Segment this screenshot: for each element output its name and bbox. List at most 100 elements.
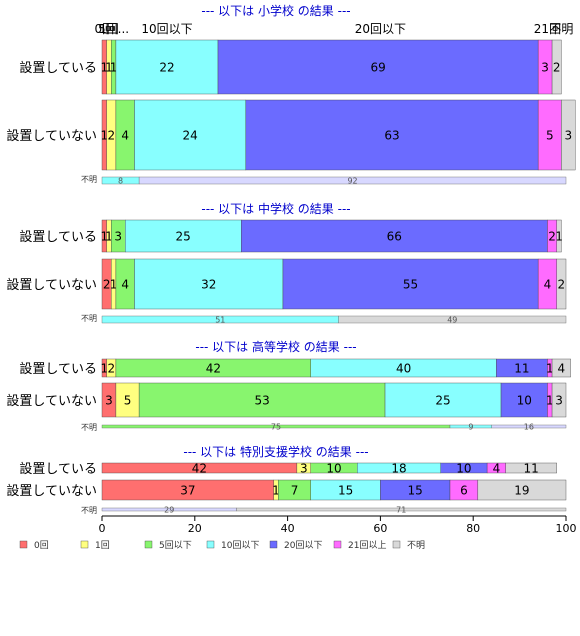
- header-category-label: 1回: [99, 22, 119, 36]
- unknown-row-label: 不明: [81, 314, 97, 323]
- bar-value-label: 10: [326, 462, 341, 476]
- bar-value-label: 42: [192, 462, 207, 476]
- bar-segment: [124, 219, 242, 253]
- legend-swatch: [206, 540, 215, 549]
- bar-segment: [134, 99, 247, 171]
- bar-segment: [240, 219, 548, 253]
- bar-value-label: 4: [121, 129, 129, 143]
- unknown-row-label: 不明: [81, 506, 97, 515]
- unknown-row-label: 不明: [81, 423, 97, 432]
- row-label: 設置していない: [6, 128, 97, 144]
- legend-label: 10回以下: [221, 540, 259, 551]
- bar-value-label: 5: [546, 129, 554, 143]
- bar-segment: [134, 258, 284, 310]
- bar-segment: [556, 219, 562, 253]
- header-category-label: 5回...: [98, 22, 129, 36]
- bar-value-label: 3: [300, 462, 308, 476]
- x-tick-label: 100: [556, 522, 577, 535]
- bar-value-label: 2: [103, 278, 111, 292]
- bar-value-label: 66: [387, 230, 402, 244]
- bar-value-label: 3: [541, 61, 549, 75]
- legend-label: 0回: [34, 540, 49, 551]
- bar-value-label: 10: [456, 462, 471, 476]
- header-category-label: 20回以下: [355, 22, 406, 36]
- bar-value-label: 6: [460, 484, 468, 498]
- unknown-bar-value-label: 16: [524, 423, 534, 432]
- bar-segment: [115, 39, 219, 95]
- bar-value-label: 55: [403, 278, 418, 292]
- bar-segment: [551, 39, 562, 95]
- unknown-bar-value-label: 71: [396, 506, 406, 515]
- row-label: 設置している: [19, 229, 97, 245]
- row-label: 設置していない: [6, 483, 97, 499]
- section-title: --- 以下は 高等学校 の結果 ---: [195, 339, 356, 354]
- bar-value-label: 4: [493, 462, 501, 476]
- bar-value-label: 1: [110, 278, 118, 292]
- unknown-bar-value-label: 8: [118, 177, 123, 186]
- bar-value-label: 1: [546, 394, 554, 408]
- legend-swatch: [333, 540, 342, 549]
- row-label: 設置している: [19, 361, 97, 377]
- unknown-bar-value-label: 51: [215, 316, 225, 325]
- bar-value-label: 69: [370, 61, 385, 75]
- x-tick-label: 0: [99, 522, 106, 535]
- legend-swatch: [392, 540, 401, 549]
- legend-label: 21回以上: [348, 540, 386, 551]
- bar-value-label: 7: [291, 484, 299, 498]
- bar-value-label: 19: [514, 484, 529, 498]
- bar-value-label: 25: [176, 230, 191, 244]
- bar-value-label: 5: [124, 394, 132, 408]
- bar-value-label: 1: [100, 129, 108, 143]
- bar-value-label: 25: [435, 394, 450, 408]
- legend-label: 20回以下: [284, 540, 322, 551]
- unknown-bar-segment: [138, 176, 567, 185]
- header-category-label: 21回: [534, 22, 561, 36]
- header-category-label: 10回以下: [141, 22, 192, 36]
- bar-value-label: 24: [183, 129, 198, 143]
- unknown-bar-value-label: 49: [447, 316, 457, 325]
- unknown-bar-value-label: 9: [468, 423, 473, 432]
- header-category-label: 0回: [94, 22, 114, 36]
- bar-value-label: 3: [555, 394, 563, 408]
- unknown-bar-segment: [338, 315, 567, 324]
- legend-swatch: [80, 540, 89, 549]
- row-label: 設置している: [19, 60, 97, 76]
- bar-segment: [551, 382, 567, 418]
- bar-value-label: 1: [100, 230, 108, 244]
- bar-value-label: 1: [546, 362, 554, 376]
- section-title: --- 以下は 中学校 の結果 ---: [201, 201, 350, 216]
- bar-value-label: 22: [159, 61, 174, 75]
- bar-segment: [217, 39, 539, 95]
- bar-value-label: 1: [100, 362, 108, 376]
- bar-value-label: 2: [107, 129, 115, 143]
- bar-value-label: 10: [517, 394, 532, 408]
- bar-segment: [561, 99, 576, 171]
- bar-value-label: 1: [555, 230, 563, 244]
- bar-value-label: 4: [544, 278, 552, 292]
- bar-value-label: 4: [558, 362, 566, 376]
- bar-segment: [551, 358, 571, 378]
- legend-swatch: [269, 540, 278, 549]
- row-label: 設置していない: [6, 393, 97, 409]
- legend-label: 5回以下: [159, 540, 192, 551]
- bar-value-label: 3: [105, 394, 113, 408]
- legend-label: 不明: [407, 540, 425, 551]
- bar-value-label: 2: [553, 61, 561, 75]
- bar-value-label: 32: [201, 278, 216, 292]
- unknown-row-label: 不明: [81, 175, 97, 184]
- bar-value-label: 1: [110, 61, 118, 75]
- bar-value-label: 15: [408, 484, 423, 498]
- legend-swatch: [19, 540, 28, 549]
- x-tick-label: 40: [281, 522, 295, 535]
- bar-segment: [282, 258, 539, 310]
- legend-swatch: [144, 540, 153, 549]
- unknown-bar-segment: [236, 507, 567, 512]
- bar-segment: [556, 258, 567, 310]
- bar-value-label: 42: [206, 362, 221, 376]
- section-title: --- 以下は 小学校 の結果 ---: [201, 3, 350, 18]
- bar-value-label: 18: [391, 462, 406, 476]
- bar-value-label: 2: [558, 278, 566, 292]
- bar-value-label: 15: [338, 484, 353, 498]
- x-tick-label: 20: [188, 522, 202, 535]
